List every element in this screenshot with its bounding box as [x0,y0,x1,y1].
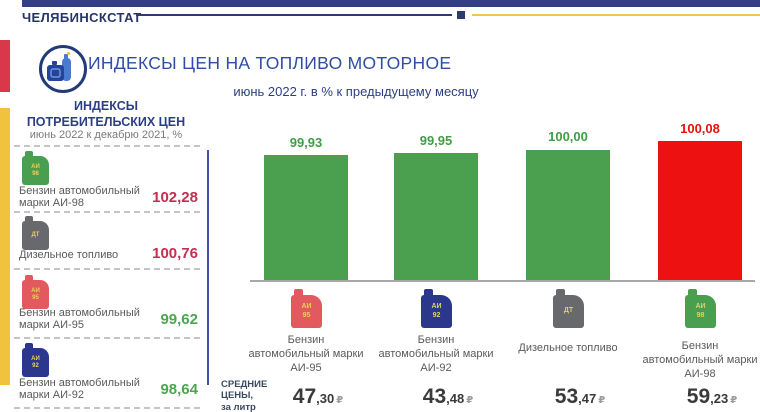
sidebar-item-label: Бензин автомобильный марки АИ-95 [19,307,140,332]
page-subtitle: июнь 2022 г. в % к предыдущему месяцу [233,84,479,99]
jerrycan-icon: АИ 95 [291,289,322,328]
sidebar-chart-divider [207,150,209,385]
jerrycan-icon: АИ 95 [22,275,49,309]
sidebar-heading: ИНДЕКСЫ ПОТРЕБИТЕЛЬСКИХ ЦЕН [26,99,186,129]
sidebar-item-value: 102,28 [152,189,198,206]
sidebar-item-value: 99,62 [160,311,198,328]
page-title: ИНДЕКСЫ ЦЕН НА ТОПЛИВО МОТОРНОЕ [88,53,452,73]
jerrycan-icon: ДТ [553,289,584,328]
dashed-separator [14,211,200,213]
avg-price: 43,48 ₽ [422,385,474,408]
dashed-separator [14,337,200,339]
sidebar-item-value: 98,64 [160,381,198,398]
category-label: Бензин автомобильный марки АИ-95 [248,334,364,374]
sidebar-period: июнь 2022 к декабрю 2021, % [29,129,183,141]
fuel-canister-circle-icon [37,43,89,95]
chart-baseline-axis [250,280,755,282]
bar-value-label: 99,95 [419,133,453,148]
chart-bar-ai92 [394,153,478,281]
dashed-separator [14,407,200,409]
ruble-sign: ₽ [730,395,738,406]
jerrycan-icon: АИ 92 [421,289,452,328]
left-accent-bar-red [0,40,10,92]
sidebar-item-label: Дизельное топливо [19,249,119,261]
avg-price-caption: СРЕДНИЕ ЦЕНЫ, за литр [221,379,268,412]
category-label: Бензин автомобильный марки АИ-98 [642,340,758,380]
jerrycan-icon: АИ 92 [22,343,49,377]
brand-divider-line [136,14,452,16]
dashed-separator [14,268,200,270]
brand-divider-line-yellow [472,14,760,16]
ruble-sign: ₽ [466,395,474,406]
chart-bar-ai95 [264,155,348,281]
chart-bar-ai98 [658,141,742,281]
bar-value-label: 100,00 [548,129,588,144]
top-accent-strip [22,0,760,7]
avg-price: 59,23 ₽ [686,385,738,408]
jerrycan-icon: АИ 98 [22,151,49,185]
avg-price: 47,30 ₽ [292,385,344,408]
brand-name: ЧЕЛЯБИНСКСТАТ [22,10,142,25]
sidebar-item-label: Бензин автомобильный марки АИ-92 [19,377,140,402]
ruble-sign: ₽ [336,395,344,406]
bar-value-label: 99,93 [289,135,323,150]
jerrycan-icon: ДТ [22,216,49,250]
brand-divider-square [457,11,465,19]
left-accent-bar-yellow [0,108,10,385]
avg-price: 53,47 ₽ [554,385,606,408]
sidebar-item-label: Бензин автомобильный марки АИ-98 [19,185,140,210]
bar-value-label: 100,08 [680,121,720,136]
sidebar-item-value: 100,76 [152,245,198,262]
jerrycan-icon: АИ 98 [685,289,716,328]
dashed-separator [14,145,200,147]
category-label: Бензин автомобильный марки АИ-92 [378,334,494,374]
chart-bar-diesel [526,150,610,281]
category-label: Дизельное топливо [518,342,618,354]
ruble-sign: ₽ [598,395,606,406]
